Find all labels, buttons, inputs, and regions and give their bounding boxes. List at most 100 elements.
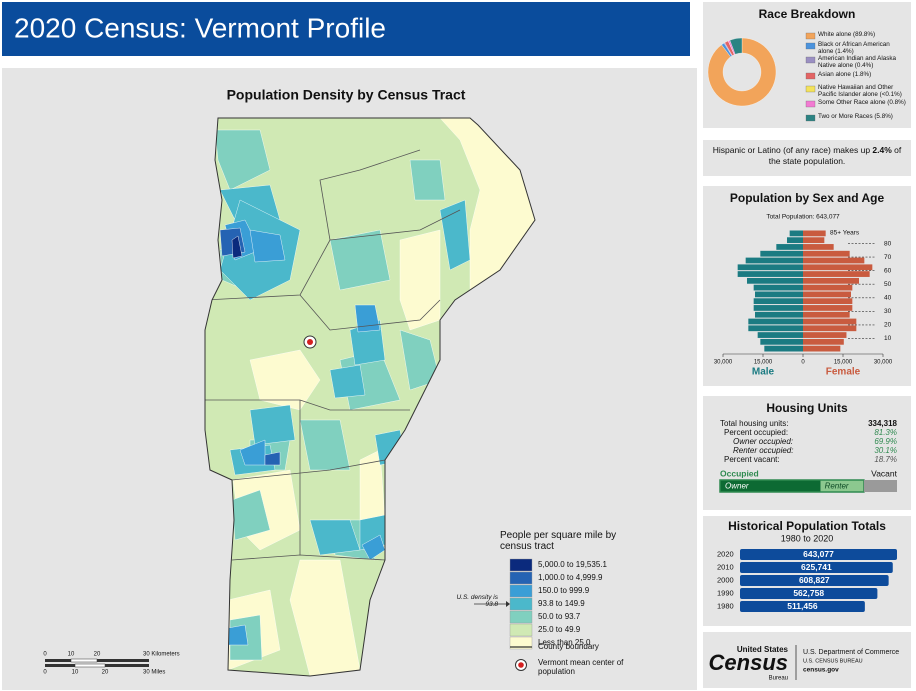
- county-boundary-label: County boundary: [538, 642, 599, 651]
- county-lines: [205, 149, 461, 561]
- housing-value: 30.1%: [874, 446, 897, 455]
- category-label: 2020: [717, 549, 734, 558]
- donut-slice: [707, 37, 777, 107]
- scale-labels: 0 10 20 30 Kilometers 0 10 20 30 Miles: [43, 652, 179, 676]
- pyramid-bar: [803, 332, 847, 338]
- y-tick-label: 70: [884, 254, 892, 261]
- hispanic-panel: [703, 140, 911, 176]
- tract: [329, 364, 366, 399]
- legend-swatch: [805, 114, 816, 122]
- map-legend-title: People per square mile by census tract: [500, 530, 617, 552]
- tract: [264, 451, 281, 466]
- footer-panel: [703, 632, 911, 688]
- history-bar: [740, 575, 889, 586]
- housing-total-label: Total housing units:: [720, 419, 789, 428]
- housing-label: Percent occupied:: [724, 428, 788, 437]
- housing-label: Renter occupied:: [733, 446, 793, 455]
- tract: [231, 235, 243, 259]
- scale-tick: 10: [72, 670, 79, 676]
- housing-value: 18.7%: [874, 455, 897, 464]
- pyramid-bar: [789, 230, 803, 237]
- legend-label: Native Hawaiian and Other Pacific Island…: [818, 84, 902, 98]
- legend-swatch: [509, 571, 533, 585]
- y-tick-label: 60: [884, 267, 892, 274]
- housing-label: Owner occupied:: [733, 437, 793, 446]
- pyramid-bar: [764, 345, 803, 352]
- logo-bottom: Bureau: [769, 676, 788, 682]
- legend-label: Asian alone (1.8%): [818, 71, 872, 78]
- history-bar: [740, 588, 878, 599]
- tract: [249, 229, 286, 263]
- legend-label: 25.0 to 49.9: [538, 625, 581, 634]
- legend-label: 150.0 to 999.9: [538, 586, 590, 595]
- renter-segment: [820, 480, 864, 492]
- pyramid-bar: [747, 277, 803, 284]
- pyramid-bar: [803, 325, 857, 332]
- value-label: 511,456: [787, 601, 818, 611]
- pyramid-bar: [748, 318, 803, 325]
- legend-label: 50.0 to 93.7: [538, 612, 581, 621]
- y-tick-label: 10: [884, 335, 892, 342]
- pyramid-bar: [760, 338, 803, 345]
- hispanic-text: Hispanic or Latino (of any race) makes u…: [712, 145, 902, 167]
- legend-label: Some Other Race alone (0.8%): [818, 99, 906, 106]
- legend-label: 93.8 to 149.9: [538, 599, 585, 608]
- value-label: 625,741: [801, 562, 832, 572]
- pyramid-bar: [760, 250, 803, 257]
- pyramid-bar: [755, 291, 803, 298]
- pyramid-bar: [737, 264, 803, 271]
- pyramid-bar: [803, 244, 834, 250]
- hispanic-highlight: 2.4%: [872, 145, 892, 155]
- housing-value: 69.9%: [874, 437, 897, 446]
- hispanic-before: Hispanic or Latino (of any race) makes u…: [712, 145, 871, 155]
- category-label: 1980: [717, 601, 734, 610]
- history-bar: [740, 562, 893, 573]
- pyramid-bar: [748, 325, 803, 332]
- legend-swatch: [509, 558, 533, 572]
- tract: [214, 129, 271, 191]
- legend-label: Two or More Races (5.8%): [818, 113, 893, 120]
- legend-label: 1,000.0 to 4,999.9: [538, 573, 603, 582]
- bar-label: Occupied: [720, 468, 759, 478]
- tract: [361, 534, 386, 561]
- x-tick-label: 15,000: [754, 360, 773, 366]
- mean-center-icon-dot: [518, 662, 524, 668]
- footer-site: census.gov: [803, 667, 839, 674]
- state-outline: [204, 117, 536, 677]
- legend-label: White alone (89.8%): [818, 31, 876, 38]
- x-tick-label: 15,000: [834, 360, 853, 366]
- housing-label: Percent vacant:: [724, 455, 780, 464]
- housing-title: Housing Units: [766, 401, 848, 415]
- race-title: Race Breakdown: [759, 7, 856, 21]
- tract: [249, 349, 321, 411]
- tracts: [214, 118, 535, 676]
- pyramid-bar: [803, 257, 865, 264]
- value-label: 562,758: [793, 588, 824, 598]
- mean-center-marker: [303, 335, 317, 349]
- page-title: 2020 Census: Vermont Profile: [14, 12, 386, 43]
- housing-total-value: 334,318: [868, 419, 897, 428]
- legend-label: Female: [826, 367, 861, 378]
- logo-top: United States: [737, 645, 789, 654]
- tract: [249, 404, 296, 446]
- pyramid-bar: [776, 244, 803, 250]
- value-label: 608,827: [799, 575, 830, 585]
- legend-swatch: [509, 597, 533, 611]
- footer-bureau: U.S. CENSUS BUREAU: [803, 658, 863, 664]
- pyramid-bar: [753, 305, 803, 311]
- pyramid-bar: [753, 284, 803, 291]
- pyramid-bar: [803, 271, 870, 277]
- hispanic-after: of the state population.: [768, 145, 902, 166]
- y-tick-label: 30: [884, 308, 892, 315]
- x-tick-label: 30,000: [714, 360, 733, 366]
- pyramid-bar: [803, 345, 841, 352]
- tract: [439, 199, 471, 271]
- legend-swatch: [805, 85, 816, 93]
- map-title: Population Density by Census Tract: [227, 87, 466, 103]
- pyramid-bar: [803, 250, 850, 257]
- legend-swatch: [805, 72, 816, 80]
- pyramid-top-label: 85+ Years: [830, 230, 860, 237]
- scale-tick: 0: [43, 670, 47, 676]
- history-bar: [740, 601, 865, 612]
